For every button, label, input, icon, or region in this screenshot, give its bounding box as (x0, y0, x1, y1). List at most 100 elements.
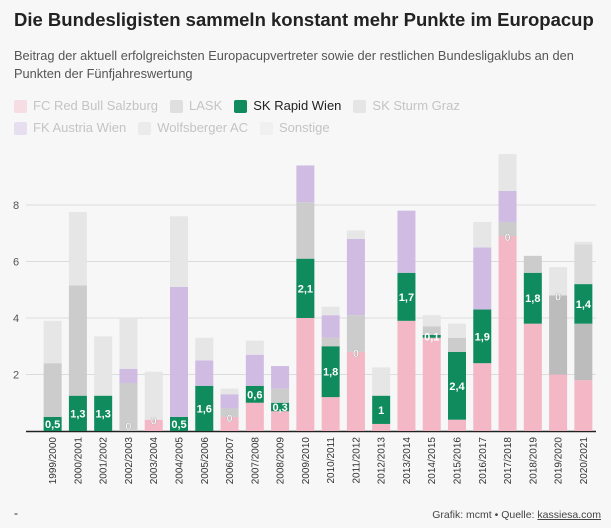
x-tick-label: 2014/2015 (427, 437, 438, 485)
x-tick-label: 2000/2001 (73, 437, 84, 485)
bar-segment-salzburg (498, 236, 517, 431)
rapid-value-label: 0,6 (247, 389, 262, 401)
bar-segment-sturm (422, 326, 441, 335)
bar-segment-sonstige (43, 320, 62, 364)
bar-segment-austria (271, 366, 290, 389)
x-tick-label: 2020/2021 (579, 437, 590, 485)
bar-segment-salzburg (245, 402, 264, 431)
bar-segment-sonstige (574, 241, 593, 245)
legend-label-salzburg: FC Red Bull Salzburg (33, 98, 158, 113)
rapid-value-label: 1,4 (576, 299, 592, 311)
bar-segment-rapid (372, 395, 391, 424)
legend: FC Red Bull Salzburg LASK SK Rapid Wien SK … (14, 97, 574, 137)
legend-item-lask[interactable]: LASK (170, 97, 222, 115)
bar-segment-sonstige (220, 388, 239, 395)
x-tick-label: 2019/2020 (554, 437, 565, 485)
bar-segment-wolfsberger (574, 244, 593, 285)
rapid-value-label: 0 (353, 348, 359, 360)
bar-segment-sonstige (448, 323, 466, 338)
rapid-value-label: 0,5 (171, 419, 186, 431)
bar-segment-austria (170, 286, 188, 417)
bar-segment-rapid (195, 385, 214, 431)
bar-segment-sturm (346, 315, 365, 352)
legend-item-salzburg[interactable]: FC Red Bull Salzburg (14, 97, 158, 115)
y-tick-label: 2 (13, 370, 19, 382)
bar-segment-austria (296, 165, 315, 203)
bar-segment-salzburg (397, 320, 416, 431)
bar-segment-sonstige (170, 216, 188, 287)
bar-segment-rapid (422, 334, 441, 338)
bar-segment-sturm (68, 285, 87, 396)
bar-segment-salzburg (296, 318, 315, 431)
legend-item-rapid[interactable]: SK Rapid Wien (234, 97, 341, 115)
legend-label-rapid: SK Rapid Wien (253, 98, 342, 113)
bar-segment-salzburg (574, 380, 593, 431)
bar-segment-salzburg (271, 411, 290, 431)
bar-segment-salzburg (448, 419, 466, 431)
x-tick-label: 2018/2019 (528, 437, 539, 485)
y-tick-label: 4 (13, 313, 19, 325)
bar-segment-salzburg (523, 323, 542, 431)
bar-segment-sonstige (473, 221, 492, 248)
bar-segment-sonstige (68, 212, 87, 286)
bar-segment-sonstige (321, 306, 340, 316)
bar-segment-rapid (448, 351, 466, 420)
bar-segment-sturm (498, 221, 517, 237)
bar-segment-rapid (43, 416, 62, 431)
x-tick-label: 2002/2003 (124, 437, 135, 485)
bar-segment-sturm (119, 382, 138, 431)
x-tick-label: 2012/2013 (377, 437, 388, 485)
legend-item-sonstige[interactable]: Sonstige (260, 119, 330, 137)
x-tick-label: 2017/2018 (503, 437, 514, 485)
credit-prefix: Grafik: mcmt • Quelle: (432, 509, 538, 521)
legend-label-sonstige: Sonstige (279, 120, 330, 135)
rapid-value-label: 2,4 (449, 381, 465, 393)
x-tick-label: 2010/2011 (326, 437, 337, 484)
x-tick-label: 2016/2017 (478, 437, 489, 485)
bar-segment-austria (220, 394, 239, 409)
rapid-value-label: 1,8 (323, 367, 338, 379)
bar-segment-sonstige (422, 315, 441, 327)
bar-segment-sonstige (94, 336, 113, 396)
x-tick-label: 2009/2010 (301, 437, 312, 485)
bar-segment-sturm (296, 202, 315, 259)
bar-segment-lask (574, 323, 593, 381)
legend-swatch-salzburg (14, 99, 27, 113)
legend-item-austria[interactable]: FK Austria Wien (14, 119, 126, 137)
footer-dot: - (14, 506, 18, 520)
bar-segment-sonstige (549, 267, 568, 296)
legend-swatch-sturm (353, 99, 367, 113)
legend-item-sturm[interactable]: SK Sturm Graz (353, 97, 460, 115)
bar-segment-salzburg (346, 351, 365, 431)
legend-swatch-wolfsberger (138, 121, 152, 135)
bar-segment-austria (346, 238, 365, 316)
rapid-value-label: 1,6 (197, 403, 212, 415)
bar-segment-austria (195, 360, 214, 386)
bar-segment-salzburg (321, 397, 340, 431)
source-link[interactable]: kassiesa.com (537, 509, 601, 521)
legend-label-austria: FK Austria Wien (33, 120, 127, 135)
bar-segment-sonstige (119, 318, 138, 369)
bar-segment-rapid (523, 272, 542, 324)
chart-subtitle: Beitrag der aktuell erfolgreichsten Euro… (14, 48, 574, 81)
x-tick-label: 2008/2009 (276, 437, 287, 485)
bar-segment-rapid (397, 272, 416, 321)
bar-segment-rapid (271, 402, 290, 412)
bar-segment-sonstige (346, 230, 365, 239)
bar-segment-rapid (296, 258, 315, 318)
bar-segment-austria (498, 190, 517, 222)
legend-item-wolfsberger[interactable]: Wolfsberger AC (138, 119, 248, 137)
rapid-value-label: 0 (151, 416, 157, 428)
legend-swatch-rapid (234, 99, 248, 113)
bar-segment-sturm (448, 337, 466, 352)
x-tick-label: 2013/2014 (402, 437, 413, 485)
bar-segment-rapid (245, 385, 264, 403)
bar-segment-lask (549, 295, 568, 375)
rapid-value-label: 0 (504, 232, 510, 244)
bar-segment-salzburg (422, 337, 441, 431)
legend-label-wolfsberger: Wolfsberger AC (157, 120, 248, 135)
bar-segment-sturm (220, 408, 239, 417)
legend-label-lask: LASK (189, 98, 223, 113)
bar-segment-sonstige (498, 154, 517, 191)
y-tick-label: 8 (13, 200, 19, 212)
